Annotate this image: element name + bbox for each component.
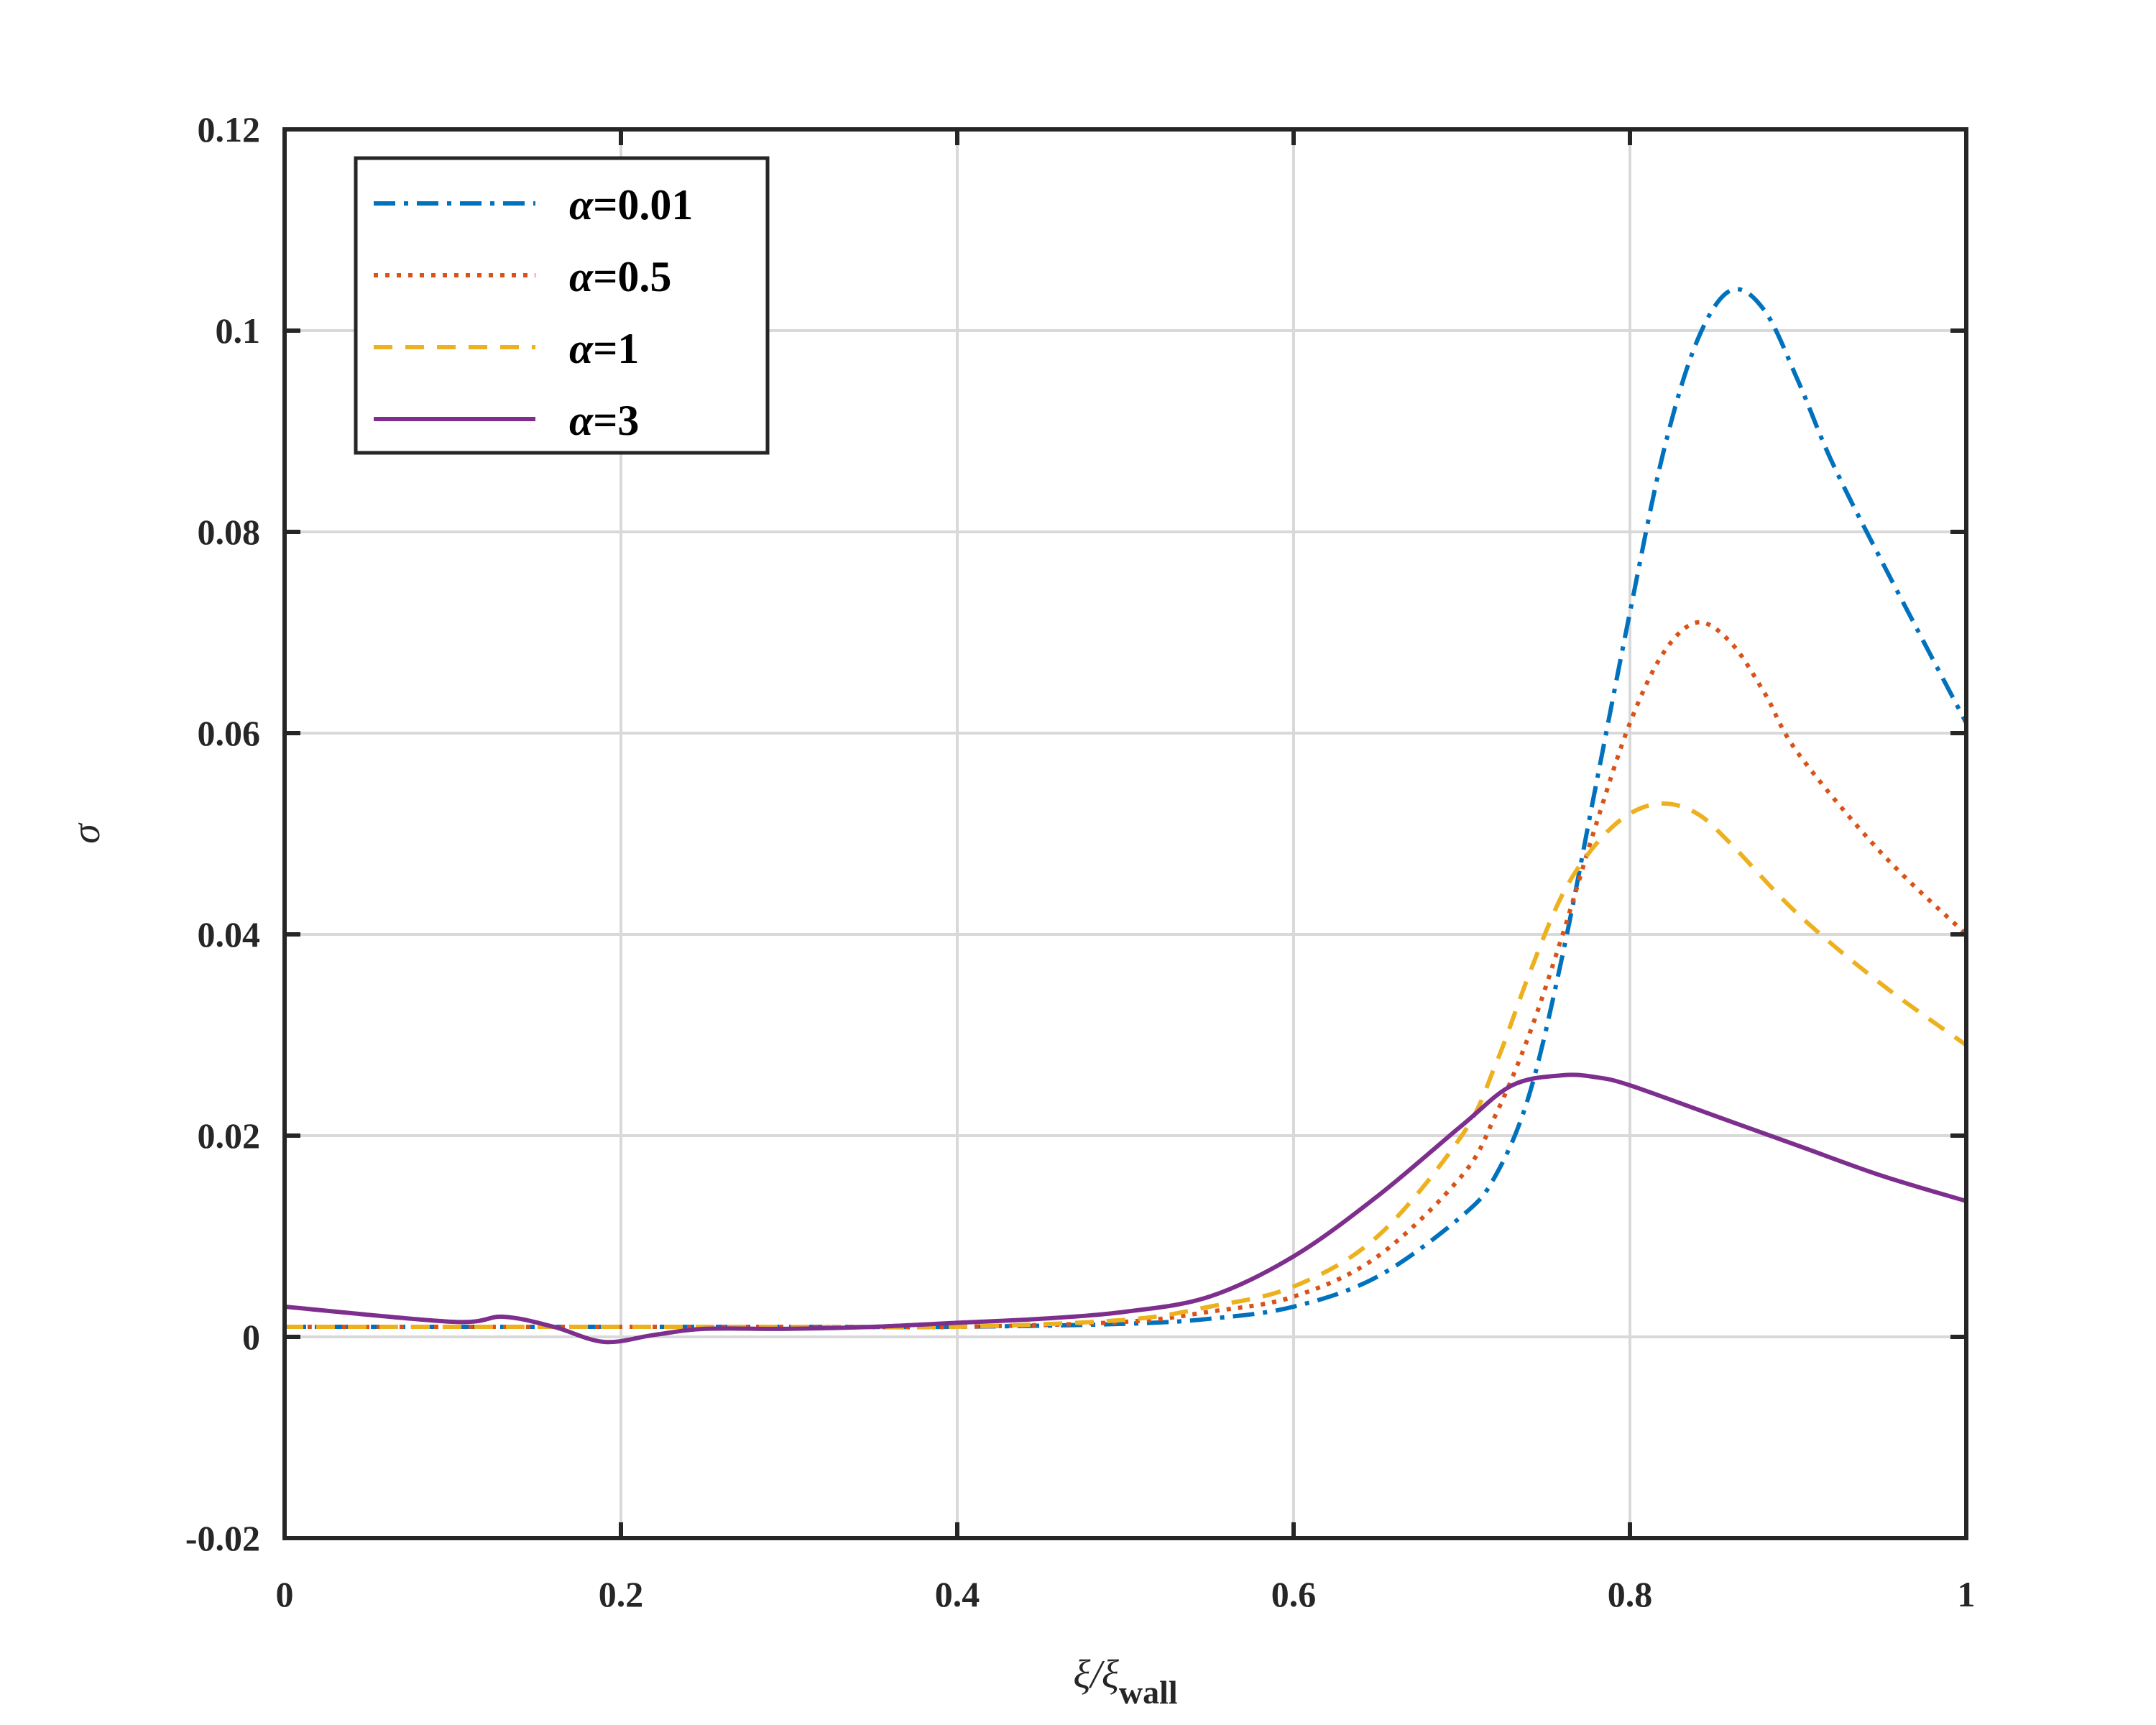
series-line-3 (284, 801, 1968, 1330)
legend: α=0.01α=0.5α=1α=3 (354, 156, 770, 455)
y-tick-label: 0.12 (198, 109, 261, 150)
y-tick-label: 0 (242, 1317, 260, 1357)
y-tick-label: 0.04 (198, 914, 261, 954)
x-tick-labels: 0 0.2 0.4 0.6 0.8 1 (276, 1574, 1976, 1614)
legend-value: =0.01 (593, 181, 693, 229)
x-axis-label-main: ξ/ξ (1073, 1652, 1119, 1697)
series-line-2 (284, 620, 1968, 1330)
x-axis-label: ξ/ξwall (1073, 1652, 1177, 1711)
x-tick-label: 0.4 (935, 1574, 980, 1614)
y-axis-label: σ (64, 822, 109, 844)
y-tick-label: 0.08 (198, 512, 261, 552)
legend-value: =3 (593, 397, 639, 444)
legend-label-4: α=3 (569, 397, 639, 444)
x-tick-label: 0.2 (599, 1574, 644, 1614)
grid (285, 129, 1966, 1538)
legend-label-1: α=0.01 (569, 181, 693, 229)
legend-box (354, 156, 770, 455)
y-tick-label: -0.02 (185, 1518, 260, 1558)
legend-symbol: α (569, 325, 594, 372)
y-tick-label: 0.02 (198, 1116, 261, 1156)
y-tick-label: 0.06 (198, 713, 261, 753)
x-tick-label: 1 (1958, 1574, 1976, 1614)
plot-frame (282, 127, 1968, 1540)
y-tick-labels: -0.02 0 0.02 0.04 0.06 0.08 0.1 0.12 (185, 109, 260, 1558)
legend-symbol: α (569, 253, 594, 300)
series-layer (284, 287, 1968, 1345)
legend-symbol: α (569, 397, 594, 444)
legend-value: =1 (593, 325, 639, 372)
legend-label-2: α=0.5 (569, 253, 671, 300)
legend-value: =0.5 (593, 253, 671, 300)
x-tick-label: 0.6 (1271, 1574, 1317, 1614)
legend-label-3: α=1 (569, 325, 639, 372)
series-line-4 (284, 1072, 1967, 1345)
y-tick-label: 0.1 (216, 310, 261, 351)
x-tick-label: 0.8 (1608, 1574, 1653, 1614)
legend-symbol: α (569, 181, 594, 229)
x-axis-label-sub: wall (1119, 1674, 1178, 1711)
x-tick-label: 0 (276, 1574, 294, 1614)
